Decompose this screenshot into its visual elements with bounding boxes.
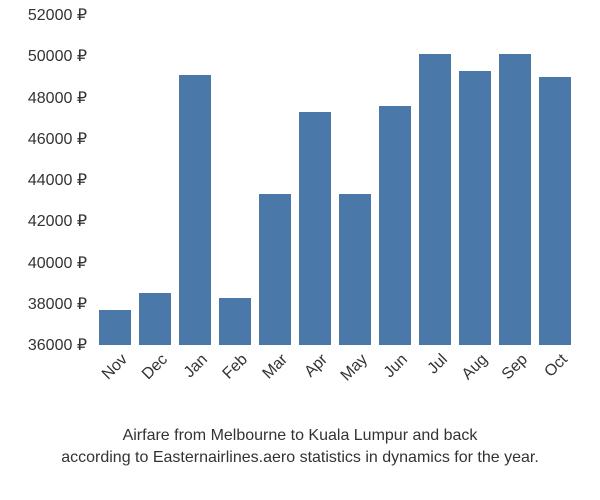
bar [219, 298, 250, 345]
caption-line: according to Easternairlines.aero statis… [0, 447, 600, 469]
y-tick-label: 42000 ₽ [0, 211, 87, 231]
y-tick-label: 40000 ₽ [0, 253, 87, 273]
chart-container: { "chart": { "type": "bar", "plot": { "l… [0, 0, 600, 500]
plot-area [95, 15, 575, 345]
bar [139, 293, 170, 345]
y-tick-label: 46000 ₽ [0, 129, 87, 149]
y-tick-label: 48000 ₽ [0, 88, 87, 108]
bar [379, 106, 410, 345]
bar [339, 194, 370, 345]
caption-line: Airfare from Melbourne to Kuala Lumpur a… [0, 425, 600, 447]
bar [259, 194, 290, 345]
bar [499, 54, 530, 345]
chart-caption: Airfare from Melbourne to Kuala Lumpur a… [0, 425, 600, 468]
y-tick-label: 36000 ₽ [0, 335, 87, 355]
bar [179, 75, 210, 345]
bar [459, 71, 490, 345]
y-tick-label: 52000 ₽ [0, 5, 87, 25]
y-tick-label: 38000 ₽ [0, 294, 87, 314]
bar [419, 54, 450, 345]
bar [299, 112, 330, 345]
y-tick-label: 44000 ₽ [0, 170, 87, 190]
bar [99, 310, 130, 345]
bar [539, 77, 570, 345]
y-tick-label: 50000 ₽ [0, 46, 87, 66]
